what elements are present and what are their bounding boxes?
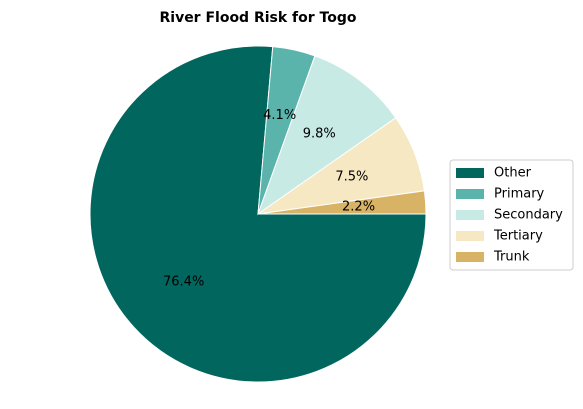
- slice-label-tertiary: 7.5%: [335, 170, 368, 185]
- pie-slice-secondary: [256, 55, 397, 216]
- legend-label-primary: Primary: [494, 187, 545, 202]
- legend-swatch-other: [456, 168, 484, 178]
- pie-slice-trunk: [257, 190, 427, 215]
- legend-label-tertiary: Tertiary: [493, 229, 543, 244]
- legend-label-other: Other: [494, 166, 532, 181]
- legend: Other Primary Secondary Tertiary Trunk: [449, 159, 574, 271]
- legend-label-secondary: Secondary: [494, 208, 563, 223]
- slice-label-primary: 4.1%: [263, 108, 296, 123]
- pie-slices: [89, 45, 427, 383]
- slice-label-other: 76.4%: [163, 275, 204, 290]
- legend-frame: [449, 159, 574, 271]
- legend-swatch-secondary: [456, 210, 484, 220]
- legend-swatch-trunk: [456, 252, 484, 262]
- percentage-labels: 76.4% 4.1% 9.8% 7.5% 2.2%: [163, 108, 375, 290]
- chart-title: River Flood Risk for Togo: [159, 10, 356, 26]
- legend-swatch-primary: [456, 189, 484, 199]
- pie-slice-other: [89, 45, 427, 383]
- legend-label-trunk: Trunk: [493, 250, 530, 265]
- slice-label-secondary: 9.8%: [303, 126, 336, 141]
- legend-swatch-tertiary: [456, 231, 484, 241]
- slice-label-trunk: 2.2%: [342, 200, 375, 215]
